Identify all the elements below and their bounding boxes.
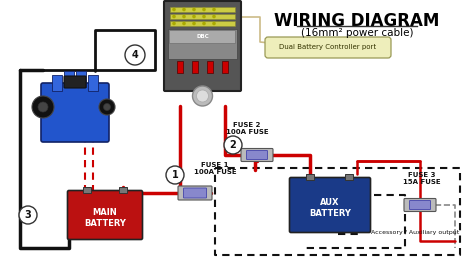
FancyBboxPatch shape [178,186,212,200]
Circle shape [103,104,110,111]
FancyBboxPatch shape [164,1,241,91]
FancyBboxPatch shape [183,188,207,198]
Text: FUSE 1
100A FUSE: FUSE 1 100A FUSE [194,162,237,175]
Bar [170,14,235,19]
FancyBboxPatch shape [67,191,143,240]
Bar [170,7,235,12]
Text: Accessory / Auxiliary output: Accessory / Auxiliary output [371,230,459,235]
Circle shape [212,15,216,18]
Circle shape [172,15,176,18]
Circle shape [99,99,115,115]
Bar [307,174,315,180]
Circle shape [182,22,186,25]
Bar [207,61,213,73]
Text: AUX
BATTERY: AUX BATTERY [309,198,351,218]
Bar [168,29,237,59]
Circle shape [224,136,242,154]
Bar [222,61,228,73]
Circle shape [182,15,186,18]
Circle shape [19,206,37,224]
Text: 2: 2 [229,140,237,150]
Circle shape [192,86,212,106]
Bar [192,61,198,73]
FancyBboxPatch shape [404,198,436,211]
Circle shape [32,96,54,118]
Bar [346,174,354,180]
Text: FUSE 2
100A FUSE: FUSE 2 100A FUSE [226,122,268,135]
Circle shape [202,8,206,11]
Circle shape [172,8,176,11]
Circle shape [192,22,196,25]
Text: 1: 1 [172,170,178,180]
FancyBboxPatch shape [410,201,430,210]
Bar [177,61,183,73]
Circle shape [38,102,48,112]
FancyBboxPatch shape [241,148,273,161]
FancyBboxPatch shape [64,76,86,88]
Text: (16mm² power cable): (16mm² power cable) [301,28,413,38]
Text: WIRING DIAGRAM: WIRING DIAGRAM [274,12,440,30]
FancyBboxPatch shape [170,30,236,43]
Text: FUSE 3
15A FUSE: FUSE 3 15A FUSE [403,172,441,185]
Bar [76,71,86,87]
Bar [64,71,74,87]
Circle shape [192,15,196,18]
Bar [83,187,91,193]
Circle shape [172,22,176,25]
Text: 4: 4 [132,50,138,60]
Text: DBC: DBC [196,34,209,39]
FancyBboxPatch shape [246,151,267,160]
Circle shape [166,166,184,184]
Circle shape [202,15,206,18]
Bar [52,75,62,91]
FancyBboxPatch shape [41,83,109,142]
Circle shape [192,8,196,11]
Circle shape [212,8,216,11]
FancyBboxPatch shape [265,37,391,58]
Circle shape [125,45,145,65]
Text: Dual Battery Controller port: Dual Battery Controller port [280,45,376,51]
Bar [119,187,127,193]
Bar [88,75,98,91]
Circle shape [182,8,186,11]
FancyBboxPatch shape [290,178,371,232]
Circle shape [212,22,216,25]
Text: MAIN
BATTERY: MAIN BATTERY [84,207,126,228]
Circle shape [202,22,206,25]
Text: 3: 3 [25,210,31,220]
Circle shape [197,90,209,102]
Bar [170,21,235,26]
